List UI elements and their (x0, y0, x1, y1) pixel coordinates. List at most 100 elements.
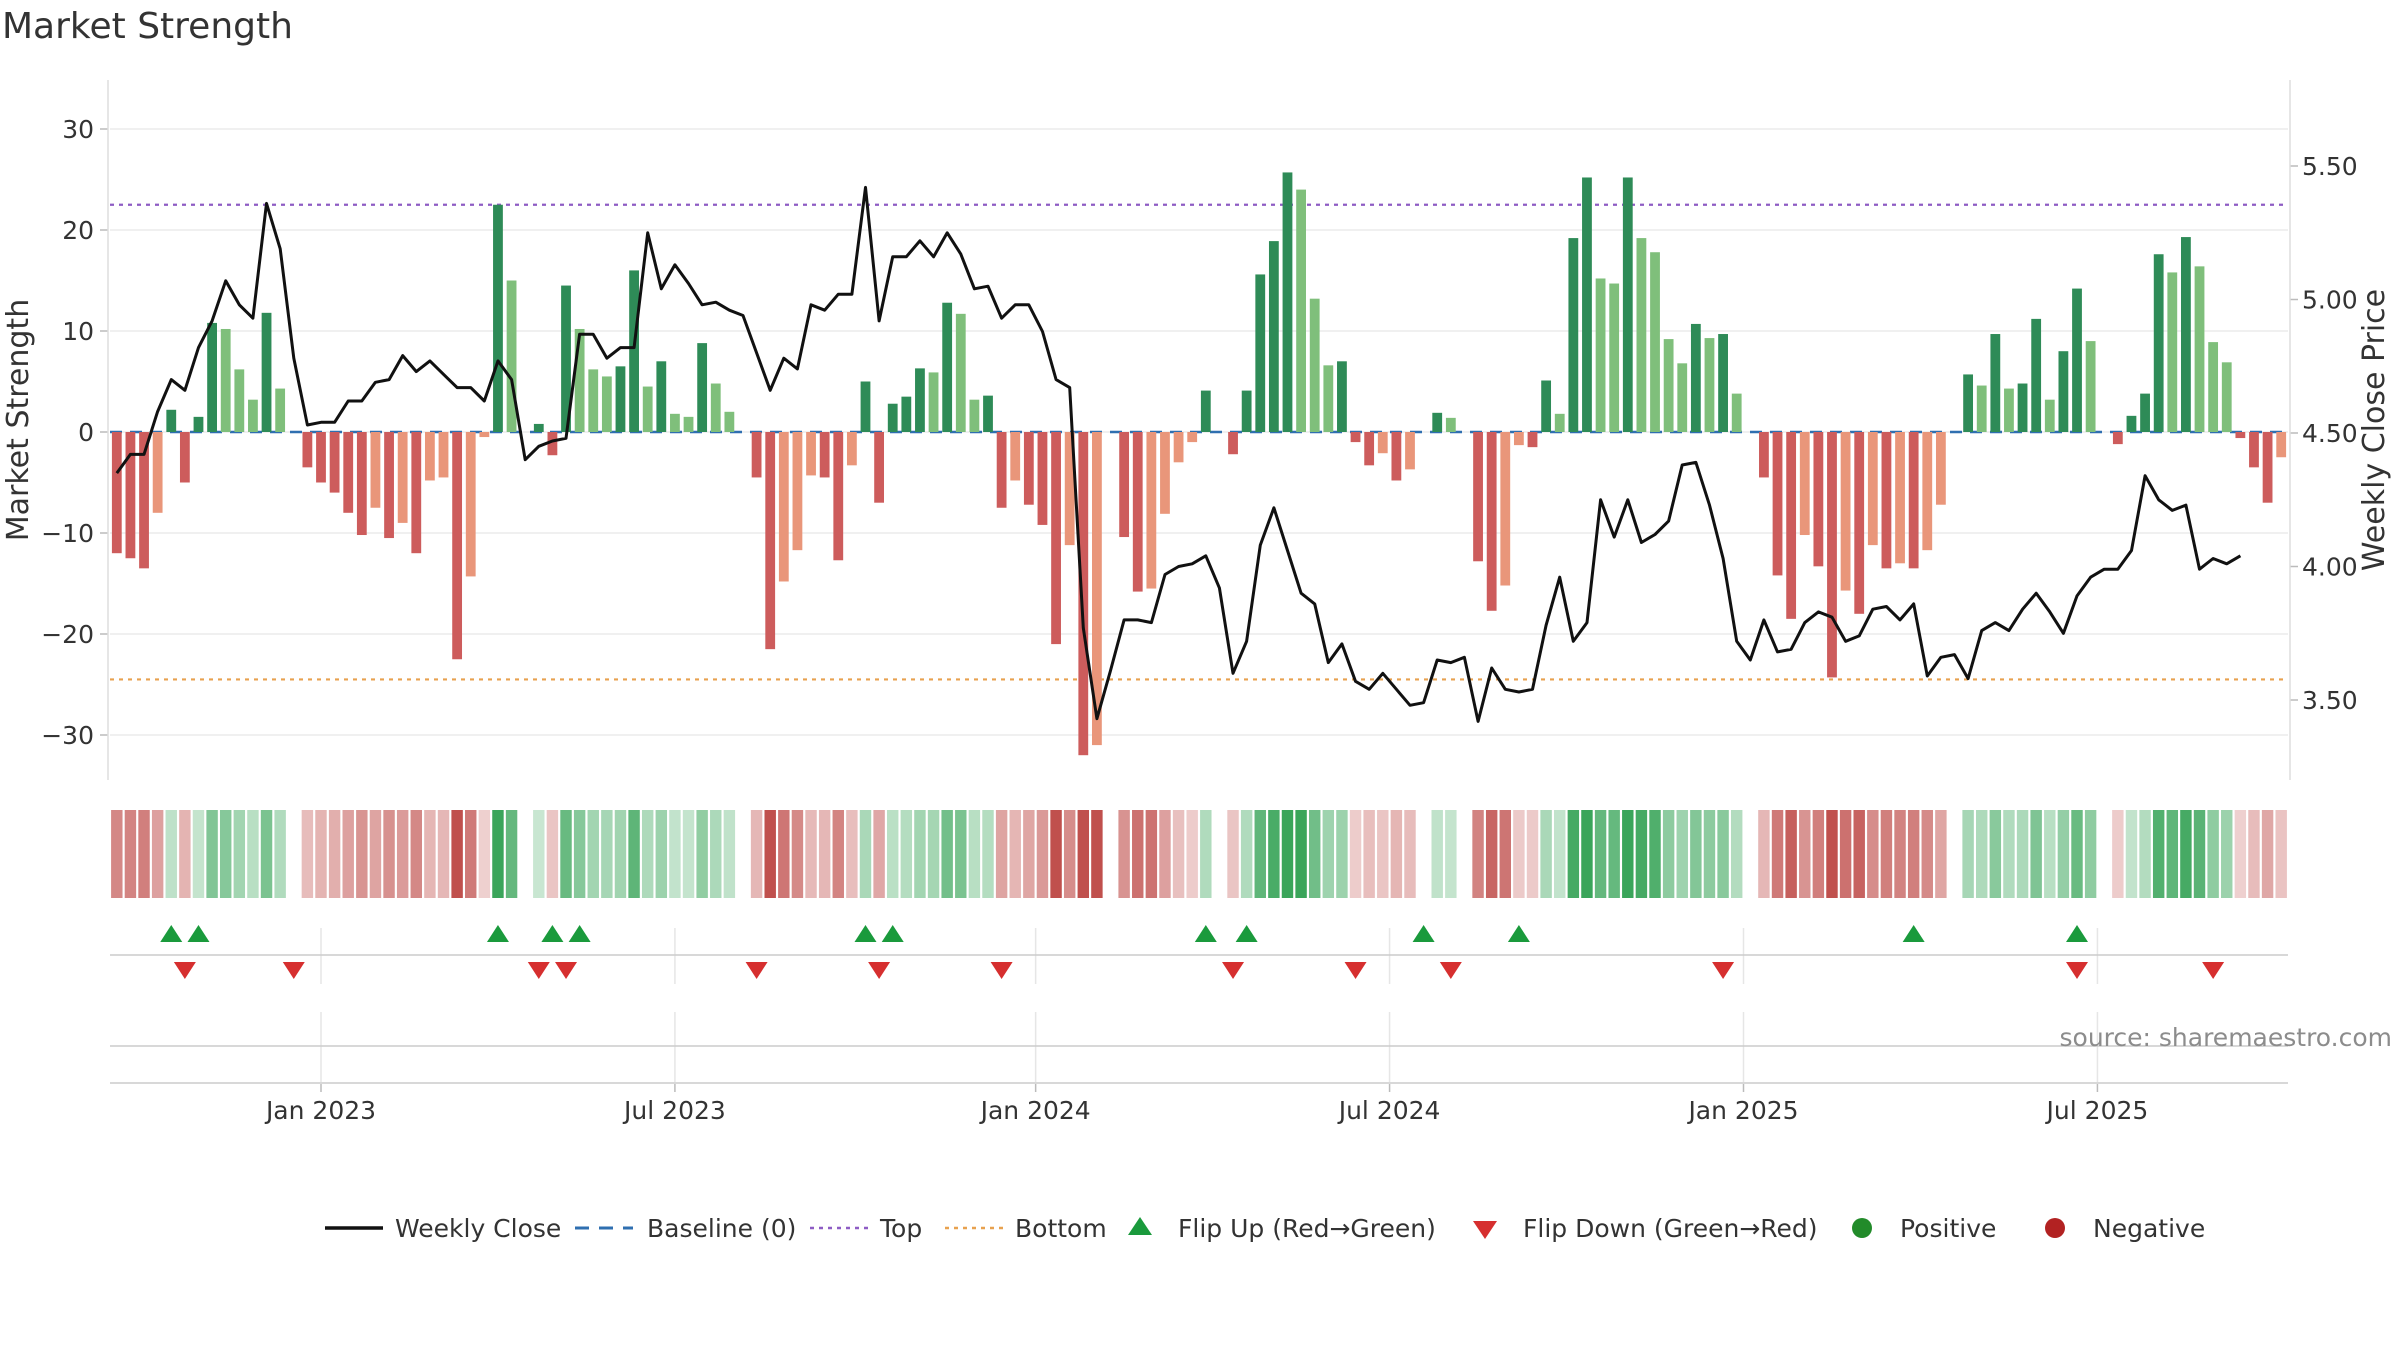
strength-bar (670, 413, 680, 432)
strength-bar (2126, 415, 2137, 432)
strength-bar (1037, 432, 1048, 525)
flip-down-marker (173, 962, 196, 979)
x-tick-label: Jan 2025 (1686, 1096, 1798, 1125)
regime-cell (1077, 810, 1090, 898)
regime-cell (342, 810, 354, 898)
strength-bar (751, 432, 762, 478)
strength-bar (384, 432, 394, 539)
strength-bar (1268, 241, 1279, 432)
regime-cell (846, 810, 858, 898)
strength-bar (2167, 272, 2178, 432)
regime-cell (192, 810, 205, 898)
strength-bar (1241, 390, 1252, 432)
strength-bar (479, 432, 490, 438)
y-tick-label: 0 (78, 418, 94, 447)
regime-cell (465, 810, 477, 898)
strength-bar (547, 432, 558, 456)
regime-cell (832, 810, 844, 898)
strength-bar (2044, 399, 2055, 432)
strength-bar (1731, 393, 1742, 432)
strength-bar (697, 343, 708, 432)
regime-cell (1867, 810, 1879, 898)
strength-bar (411, 432, 422, 554)
strength-bar (1500, 432, 1511, 586)
regime-cell (2016, 810, 2029, 898)
regime-cell (424, 810, 436, 898)
regime-cell (1295, 810, 1307, 898)
regime-cell (1499, 810, 1511, 898)
regime-cell (2112, 810, 2124, 898)
regime-cell (1050, 810, 1062, 898)
regime-cell (1758, 810, 1770, 898)
regime-cell (1976, 810, 1988, 898)
strength-bar (356, 432, 367, 536)
regime-cell (274, 810, 286, 898)
strength-bar (1473, 432, 1483, 562)
regime-cell (1540, 810, 1552, 898)
strength-bar (1364, 432, 1375, 466)
regime-cell (1635, 810, 1648, 898)
regime-cell (533, 810, 545, 898)
strength-bar (2004, 388, 2014, 432)
strength-bar (329, 432, 340, 493)
strength-bar (574, 328, 585, 432)
flip-up-marker (2066, 925, 2089, 942)
regime-cell (1826, 810, 1838, 898)
regime-cell (1281, 810, 1294, 898)
strength-bar (915, 368, 925, 432)
strength-bar (234, 369, 245, 432)
regime-cell (451, 810, 463, 898)
strength-bar (2262, 432, 2273, 503)
strength-bar (2194, 266, 2205, 432)
y2-tick-label: 4.00 (2302, 553, 2358, 582)
strength-bar (1119, 432, 1130, 538)
strength-bar (2031, 318, 2042, 432)
strength-bar (1010, 432, 1021, 481)
regime-cell (2166, 810, 2179, 898)
flip-down-marker (1344, 962, 1367, 979)
regime-cell (437, 810, 450, 898)
regime-cell (791, 810, 804, 898)
strength-bar (1759, 432, 1769, 478)
chart-title: Market Strength (2, 6, 293, 47)
regime-cell (1554, 810, 1566, 898)
strength-bar (248, 399, 258, 432)
legend-label: Negative (2093, 1214, 2205, 1243)
strength-bar (2221, 362, 2232, 432)
strength-bar (561, 285, 571, 432)
strength-bar (588, 369, 599, 432)
strength-bar (452, 432, 463, 660)
flip-up-marker (854, 925, 877, 942)
regime-cell (2084, 810, 2097, 898)
flip-down-marker (1712, 962, 1735, 979)
strength-bar (1718, 334, 1728, 432)
strength-bar (1568, 238, 1579, 432)
legend-item: Top (810, 1214, 922, 1243)
legend-item: Bottom (945, 1214, 1107, 1243)
strength-bar (261, 312, 272, 432)
regime-cell (710, 810, 722, 898)
strength-bar (1527, 432, 1538, 448)
regime-cell (1676, 810, 1688, 898)
regime-cell (1390, 810, 1403, 898)
regime-cell (1132, 810, 1144, 898)
regime-cell (1336, 810, 1348, 898)
strength-bar (1786, 432, 1797, 619)
regime-cell (682, 810, 695, 898)
strength-bar (874, 432, 885, 503)
legend-swatch (1128, 1217, 1152, 1235)
strength-bar (1228, 432, 1238, 455)
regime-cell (2071, 810, 2083, 898)
regime-strip (111, 810, 2287, 898)
strength-bar (2276, 432, 2287, 458)
flip-down-marker (1439, 962, 1462, 979)
strength-bar (1051, 432, 1061, 645)
strength-bar (1337, 361, 1347, 432)
flip-down-marker (527, 962, 550, 979)
strength-bar (1813, 432, 1824, 567)
strength-bar (942, 302, 953, 432)
regime-cell (1023, 810, 1035, 898)
regime-cell (260, 810, 273, 898)
strength-bar (2153, 254, 2164, 432)
